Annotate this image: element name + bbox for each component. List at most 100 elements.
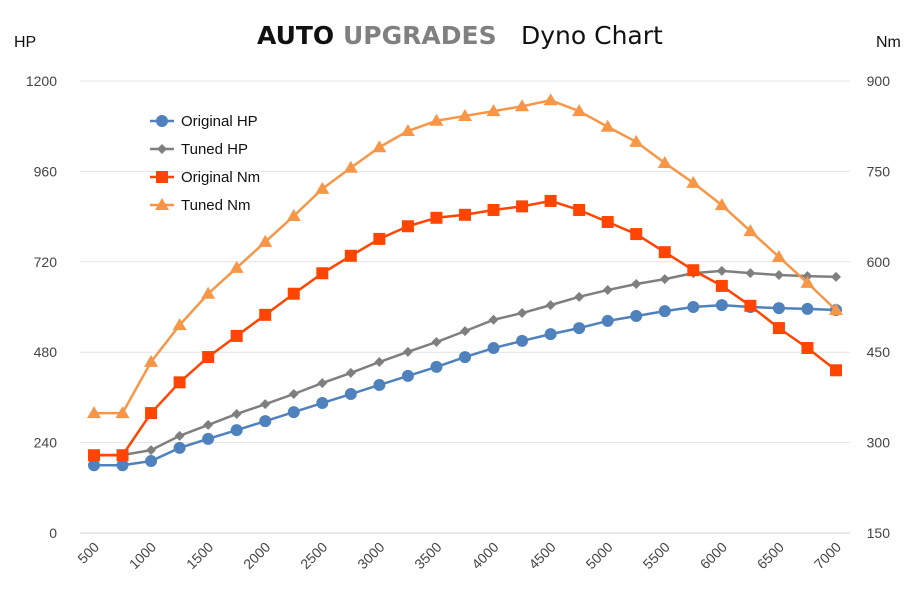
chart-title-brand-upgrades: UPGRADES [343, 21, 497, 50]
legend-label: Original HP [181, 113, 258, 130]
x-tick-label: 2000 [240, 539, 273, 572]
left-y-tick-label: 720 [34, 254, 58, 270]
left-y-tick-label: 960 [34, 163, 58, 179]
data-point-diamond [431, 337, 442, 348]
data-point-circle [630, 310, 643, 323]
data-point-triangle [258, 234, 273, 247]
data-point-circle [459, 351, 471, 364]
data-point-circle [88, 459, 100, 472]
data-point-diamond [631, 279, 642, 290]
legend-item: Tuned HP [150, 141, 248, 158]
data-point-triangle [543, 93, 558, 106]
data-point-diamond [374, 356, 385, 367]
x-tick-label: 4500 [525, 539, 558, 572]
data-point-square [687, 264, 700, 277]
data-point-triangle [572, 104, 587, 117]
data-point-square [344, 249, 357, 262]
data-point-triangle [144, 354, 159, 367]
left-y-tick-label: 1200 [26, 73, 57, 89]
data-point-triangle [429, 113, 444, 126]
data-point-square [573, 203, 586, 216]
data-point-circle [259, 415, 272, 428]
data-point-diamond [545, 300, 556, 311]
data-point-square [316, 267, 329, 280]
data-point-circle [772, 302, 785, 315]
x-tick-label: 6000 [697, 539, 730, 572]
data-point-square [88, 449, 100, 462]
data-point-triangle [400, 124, 415, 137]
x-tick-label: 5000 [582, 539, 615, 572]
data-point-triangle [172, 318, 187, 331]
series-original-nm [88, 194, 842, 462]
data-point-triangle [201, 286, 216, 299]
right-axis-unit: Nm [876, 34, 901, 51]
data-point-circle [373, 378, 386, 391]
series-original-hp [88, 299, 842, 472]
left-y-tick-label: 0 [49, 525, 57, 541]
data-point-triangle [458, 108, 472, 121]
chart-title-brand-auto: AUTO [257, 21, 334, 50]
right-y-tick-label: 750 [867, 163, 891, 179]
data-point-circle [601, 314, 614, 327]
legend-marker-square [156, 171, 168, 183]
legend-item: Original Nm [150, 169, 260, 186]
data-point-diamond [773, 269, 784, 280]
x-tick-label: 3500 [411, 539, 444, 572]
data-point-circle [573, 322, 586, 335]
data-point-triangle [657, 155, 672, 168]
data-point-triangle [800, 275, 815, 288]
data-point-triangle [686, 175, 701, 188]
data-point-diamond [231, 408, 242, 419]
data-point-triangle [600, 119, 615, 132]
data-point-circle [430, 360, 443, 373]
data-point-diamond [517, 308, 528, 319]
data-point-square [259, 308, 272, 321]
data-point-square [715, 279, 728, 292]
data-point-square [401, 220, 414, 233]
data-point-circle [173, 441, 186, 454]
data-point-circle [316, 397, 329, 410]
legend-item: Tuned Nm [150, 197, 250, 214]
left-axis-unit: HP [14, 34, 36, 51]
data-point-square [630, 228, 643, 241]
data-point-square [230, 329, 243, 342]
data-point-square [744, 299, 757, 312]
x-tick-label: 3000 [354, 539, 387, 572]
data-point-diamond [402, 346, 413, 357]
data-point-triangle [286, 208, 301, 221]
data-point-circle [202, 432, 215, 445]
data-point-triangle [115, 406, 130, 419]
legend-label: Tuned Nm [181, 197, 250, 214]
data-point-diamond [716, 265, 727, 276]
data-point-square [516, 200, 529, 213]
data-point-square [658, 246, 671, 259]
data-point-diamond [288, 389, 299, 400]
series-tuned-nm [87, 93, 843, 419]
data-point-triangle [714, 198, 729, 211]
data-point-diamond [659, 274, 670, 285]
data-point-square [544, 194, 557, 207]
legend-marker-circle [156, 115, 168, 127]
data-point-circle [801, 302, 814, 315]
right-y-tick-label: 450 [867, 344, 891, 360]
data-point-square [487, 203, 500, 216]
data-point-triangle [629, 134, 644, 147]
left-y-tick-label: 480 [34, 344, 58, 360]
data-point-circle [344, 388, 357, 401]
x-tick-label: 6500 [754, 539, 787, 572]
legend-item: Original HP [150, 113, 258, 130]
right-y-tick-label: 600 [867, 254, 891, 270]
data-point-diamond [203, 419, 214, 430]
x-tick-label: 1000 [126, 539, 159, 572]
data-point-circle [287, 406, 300, 419]
data-point-diamond [574, 291, 585, 302]
x-tick-label: 1500 [183, 539, 216, 572]
data-point-diamond [146, 445, 157, 456]
data-point-diamond [831, 271, 841, 282]
data-point-circle [487, 342, 500, 355]
legend-label: Original Nm [181, 169, 260, 186]
data-point-triangle [486, 104, 501, 117]
x-tick-label: 7000 [811, 539, 844, 572]
x-tick-label: 500 [74, 539, 102, 567]
